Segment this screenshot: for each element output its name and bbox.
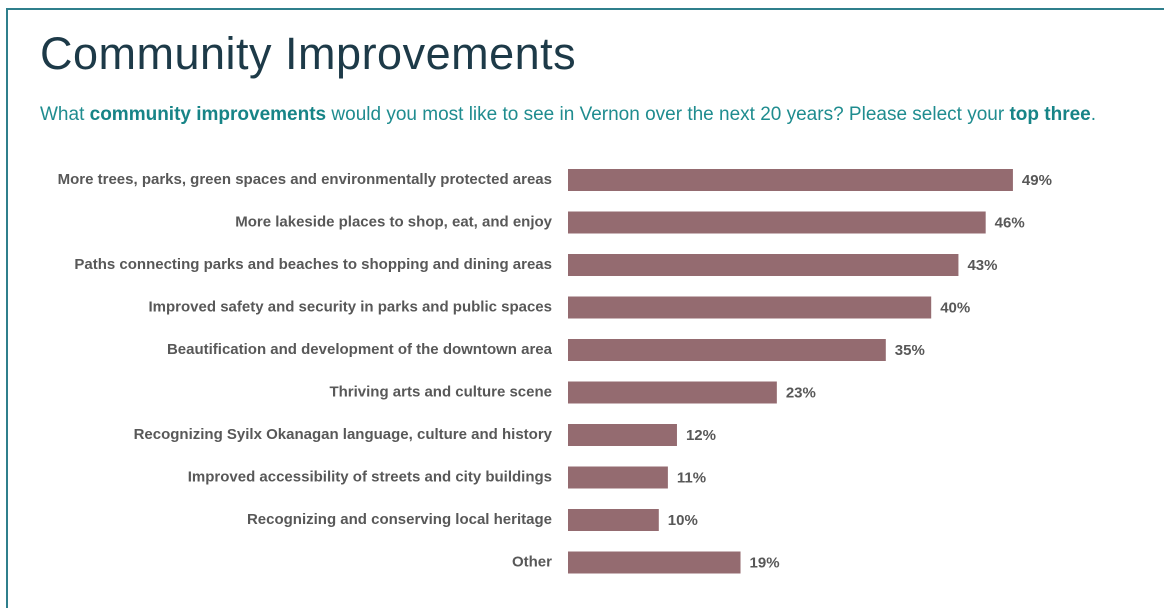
- value-label: 40%: [940, 299, 970, 316]
- chart: More trees, parks, green spaces and envi…: [58, 169, 1052, 574]
- subtitle-text: .: [1090, 104, 1097, 125]
- category-label: Beautification and development of the do…: [167, 341, 553, 358]
- bar: [568, 551, 741, 574]
- bar: [568, 254, 959, 276]
- category-label: More lakeside places to shop, eat, and e…: [235, 213, 552, 230]
- category-label: Improved accessibility of streets and ci…: [188, 468, 552, 485]
- subtitle-text: would you most like to see in Vernon ove…: [326, 104, 1010, 125]
- bar: [568, 466, 668, 489]
- page: Community Improvements What community im…: [6, 8, 1164, 608]
- subtitle-text: What: [40, 104, 90, 125]
- value-label: 10%: [668, 512, 698, 529]
- category-label: More trees, parks, green spaces and envi…: [58, 171, 552, 188]
- bar: [568, 296, 932, 319]
- frame: [6, 8, 1164, 608]
- value-label: 43%: [967, 257, 997, 274]
- chart-subtitle: What community improvements would you mo…: [40, 104, 1096, 126]
- subtitle-emphasis: community improvements: [89, 104, 327, 125]
- category-label: Other: [512, 553, 552, 570]
- value-label: 19%: [750, 554, 780, 571]
- value-label: 12%: [686, 427, 716, 444]
- bar: [568, 211, 986, 234]
- value-label: 35%: [895, 342, 925, 359]
- category-label: Recognizing and conserving local heritag…: [247, 511, 552, 528]
- bar: [568, 381, 777, 404]
- category-label: Recognizing Syilx Okanagan language, cul…: [134, 426, 553, 443]
- value-label: 49%: [1022, 172, 1052, 189]
- value-label: 11%: [677, 469, 706, 486]
- bar: [568, 169, 1013, 191]
- chart-title: Community Improvements: [40, 28, 577, 79]
- category-label: Improved safety and security in parks an…: [149, 298, 552, 315]
- bar: [568, 509, 659, 531]
- bar: [568, 424, 677, 446]
- category-label: Thriving arts and culture scene: [329, 383, 552, 400]
- value-label: 46%: [995, 214, 1025, 231]
- value-label: 23%: [786, 384, 816, 401]
- subtitle-emphasis: top three: [1009, 104, 1091, 125]
- bar: [568, 339, 886, 361]
- category-label: Paths connecting parks and beaches to sh…: [74, 256, 552, 273]
